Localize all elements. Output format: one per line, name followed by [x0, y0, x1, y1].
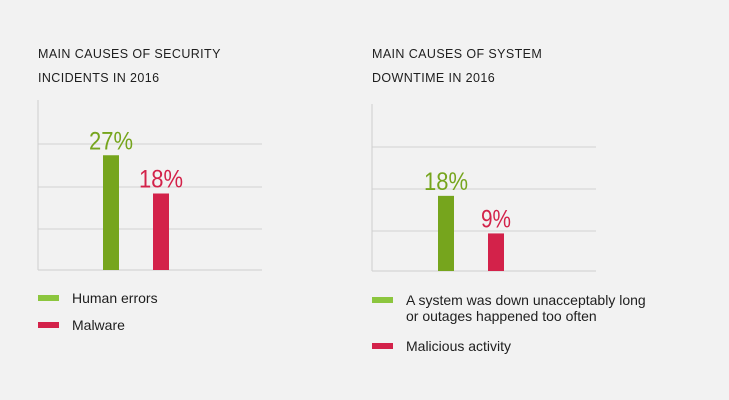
chart-title-downtime: MAIN CAUSES OF SYSTEM DOWNTIME IN 2016 [372, 42, 542, 90]
bar-value-label: 18% [424, 168, 468, 196]
chart-title-line: DOWNTIME IN 2016 [372, 71, 496, 85]
legend-swatch-green [372, 297, 393, 303]
legend-item-human-errors: Human errors [38, 290, 158, 306]
legend-item-malicious-activity: Malicious activity [372, 338, 702, 354]
legend-label: A system was down unacceptably long [406, 292, 646, 308]
legend-swatch-red [372, 343, 393, 349]
legend-label: Human errors [72, 290, 158, 306]
legend-label: Malware [72, 317, 125, 333]
bar-secondary [153, 193, 169, 270]
legend-downtime: A system was down unacceptably long or o… [372, 292, 702, 368]
bar-secondary [488, 233, 504, 271]
chart-title-line: MAIN CAUSES OF SECURITY [38, 47, 221, 61]
legend-security: Human errors Malware [38, 290, 158, 344]
chart-title-security: MAIN CAUSES OF SECURITY INCIDENTS IN 201… [38, 42, 221, 90]
bar-value-label: 27% [89, 127, 133, 155]
legend-item-malware: Malware [38, 317, 158, 333]
bar-value-label: 18% [139, 166, 183, 194]
bar-primary [103, 155, 119, 270]
chart-title-line: INCIDENTS IN 2016 [38, 71, 160, 85]
bar-primary [438, 195, 454, 271]
chart-title-line: MAIN CAUSES OF SYSTEM [372, 47, 543, 61]
legend-label: Malicious activity [406, 338, 512, 354]
legend-item-system-down: A system was down unacceptably long or o… [372, 292, 702, 324]
legend-swatch-red [38, 322, 59, 328]
legend-swatch-green [38, 295, 59, 301]
bar-value-label: 9% [481, 205, 511, 233]
legend-label-line2: or outages happened too often [406, 308, 597, 324]
